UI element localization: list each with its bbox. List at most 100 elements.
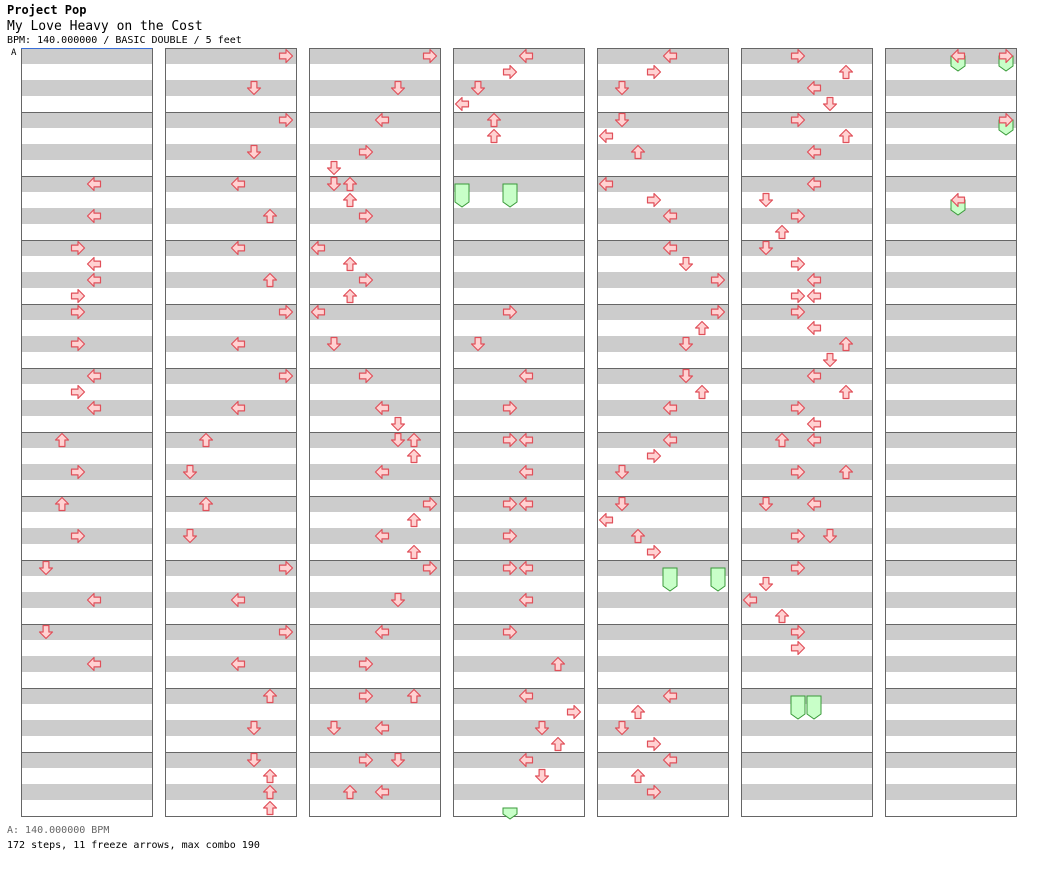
chart-column bbox=[165, 48, 297, 817]
beat-stripe bbox=[885, 560, 1016, 576]
beat-stripe bbox=[597, 736, 728, 752]
freeze-arrow bbox=[710, 567, 726, 592]
beat-stripe bbox=[21, 768, 152, 784]
step-arrow-right bbox=[646, 192, 662, 208]
beat-stripe bbox=[597, 800, 728, 816]
beat-stripe bbox=[885, 480, 1016, 496]
beat-stripe bbox=[21, 272, 152, 288]
beat-stripe bbox=[885, 592, 1016, 608]
beat-stripe bbox=[309, 304, 440, 320]
step-arrow-down bbox=[678, 256, 694, 272]
beat-stripe bbox=[453, 96, 584, 112]
beat-stripe bbox=[309, 416, 440, 432]
beat-stripe bbox=[21, 448, 152, 464]
beat-stripe bbox=[741, 176, 872, 192]
beat-stripe bbox=[309, 672, 440, 688]
step-arrow-up bbox=[406, 688, 422, 704]
beat-stripe bbox=[21, 112, 152, 128]
step-arrow-up bbox=[774, 224, 790, 240]
beat-stripe bbox=[309, 768, 440, 784]
step-arrow-left bbox=[310, 240, 326, 256]
beat-stripe bbox=[309, 368, 440, 384]
beat-stripe bbox=[21, 176, 152, 192]
step-arrow-left bbox=[806, 496, 822, 512]
beat-stripe bbox=[453, 640, 584, 656]
beat-stripe bbox=[453, 416, 584, 432]
beat-stripe bbox=[741, 656, 872, 672]
beat-stripe bbox=[21, 288, 152, 304]
step-arrow-up bbox=[406, 512, 422, 528]
beat-stripe bbox=[885, 640, 1016, 656]
beat-stripe bbox=[885, 448, 1016, 464]
beat-stripe bbox=[741, 48, 872, 64]
beat-stripe bbox=[597, 368, 728, 384]
beat-stripe bbox=[741, 576, 872, 592]
beat-stripe bbox=[165, 208, 296, 224]
beat-stripe bbox=[885, 112, 1016, 128]
beat-stripe bbox=[309, 704, 440, 720]
beat-stripe bbox=[21, 256, 152, 272]
step-arrow-down bbox=[470, 336, 486, 352]
freeze-arrow bbox=[502, 807, 518, 820]
beat-stripe bbox=[21, 336, 152, 352]
beat-stripe bbox=[885, 320, 1016, 336]
beat-stripe bbox=[309, 384, 440, 400]
beat-stripe bbox=[165, 48, 296, 64]
beat-stripe bbox=[165, 64, 296, 80]
step-arrow-left bbox=[950, 192, 966, 208]
step-arrow-right bbox=[566, 704, 582, 720]
beat-stripe bbox=[309, 720, 440, 736]
step-arrow-left bbox=[86, 368, 102, 384]
beat-stripe bbox=[165, 784, 296, 800]
step-arrow-right bbox=[502, 432, 518, 448]
step-arrow-left bbox=[230, 240, 246, 256]
beat-stripe bbox=[885, 288, 1016, 304]
step-arrow-right bbox=[790, 400, 806, 416]
beat-stripe bbox=[885, 336, 1016, 352]
beat-stripe bbox=[453, 240, 584, 256]
beat-stripe bbox=[309, 160, 440, 176]
genre-label: Project Pop bbox=[7, 3, 87, 17]
step-arrow-left bbox=[86, 176, 102, 192]
beat-stripe bbox=[885, 496, 1016, 512]
beat-stripe bbox=[165, 592, 296, 608]
step-arrow-left bbox=[518, 752, 534, 768]
beat-stripe bbox=[741, 640, 872, 656]
beat-stripe bbox=[21, 240, 152, 256]
beat-stripe bbox=[309, 736, 440, 752]
step-arrow-right bbox=[646, 448, 662, 464]
step-arrow-left bbox=[86, 400, 102, 416]
beat-stripe bbox=[885, 704, 1016, 720]
beat-stripe bbox=[21, 592, 152, 608]
beat-stripe bbox=[597, 96, 728, 112]
beat-stripe bbox=[885, 512, 1016, 528]
beat-stripe bbox=[453, 496, 584, 512]
step-arrow-left bbox=[374, 464, 390, 480]
beat-stripe bbox=[21, 800, 152, 816]
beat-stripe bbox=[309, 480, 440, 496]
beat-stripe bbox=[885, 224, 1016, 240]
step-arrow-up bbox=[342, 192, 358, 208]
step-arrow-up bbox=[774, 608, 790, 624]
step-arrow-right bbox=[790, 304, 806, 320]
beat-stripe bbox=[21, 96, 152, 112]
beat-stripe bbox=[453, 656, 584, 672]
step-arrow-left bbox=[806, 176, 822, 192]
step-arrow-left bbox=[86, 592, 102, 608]
beat-stripe bbox=[453, 544, 584, 560]
beat-stripe bbox=[309, 544, 440, 560]
beat-stripe bbox=[885, 608, 1016, 624]
beat-stripe bbox=[309, 688, 440, 704]
beat-stripe bbox=[165, 624, 296, 640]
beat-stripe bbox=[741, 672, 872, 688]
beat-stripe bbox=[597, 640, 728, 656]
beat-stripe bbox=[21, 784, 152, 800]
step-arrow-up bbox=[198, 496, 214, 512]
beat-stripe bbox=[453, 464, 584, 480]
beat-stripe bbox=[885, 656, 1016, 672]
beat-stripe bbox=[309, 208, 440, 224]
beat-stripe bbox=[741, 496, 872, 512]
step-arrow-left bbox=[950, 48, 966, 64]
beat-stripe bbox=[165, 128, 296, 144]
freeze-arrow bbox=[502, 183, 518, 208]
